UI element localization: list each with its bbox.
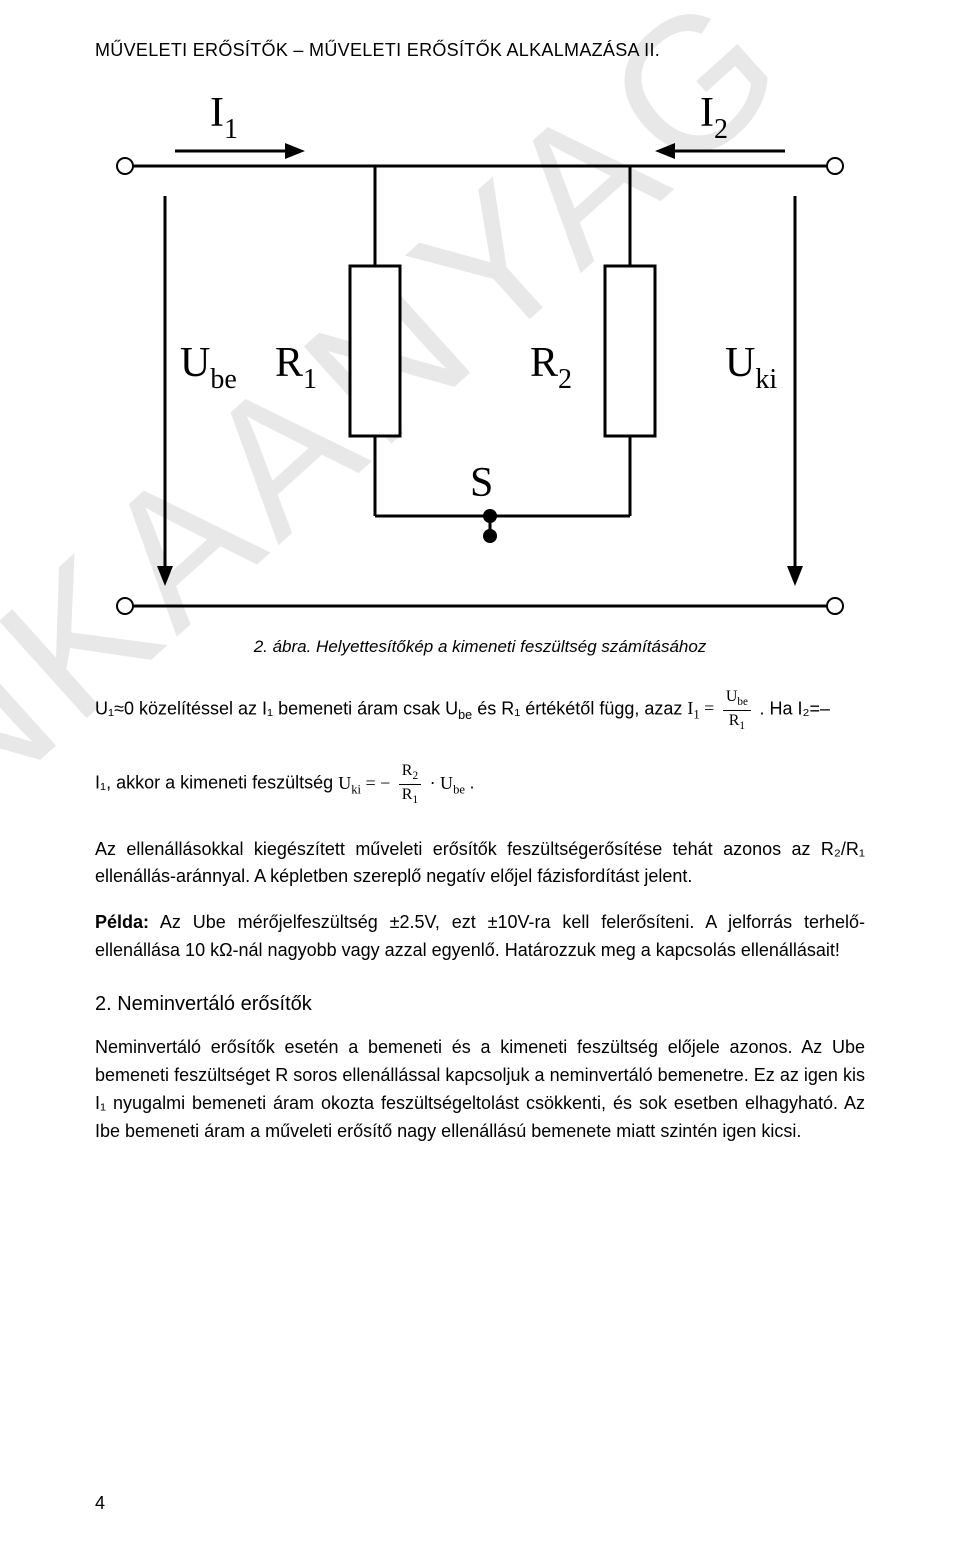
paragraph-4: Neminvertáló erősítők esetén a bemeneti … (95, 1034, 865, 1146)
circuit-figure: I1 I2 Ube R1 R2 Uki S (95, 71, 865, 631)
paragraph-eq2: I₁, akkor a kimeneti feszültség Uki = − … (95, 761, 865, 807)
label-I2: I2 (700, 90, 728, 145)
label-S: S (470, 460, 493, 506)
label-Ube: Ube (180, 340, 237, 395)
example-paragraph: Példa: Az Ube mérőjelfeszültség ±2.5V, e… (95, 909, 865, 965)
label-I1: I1 (210, 90, 238, 145)
page-number: 4 (95, 1493, 105, 1514)
label-R2: R2 (530, 340, 572, 395)
figure-caption: 2. ábra. Helyettesítőkép a kimeneti fesz… (95, 637, 865, 657)
section-heading: 2. Neminvertáló erősítők (95, 993, 865, 1016)
label-R1: R1 (275, 340, 317, 395)
page-header: MŰVELETI ERŐSÍTŐK – MŰVELETI ERŐSÍTŐK AL… (95, 40, 865, 61)
label-Uki: Uki (725, 340, 777, 395)
paragraph-3: Az ellenállásokkal kiegészített műveleti… (95, 836, 865, 892)
paragraph-eq1: U₁≈0 közelítéssel az I₁ bemeneti áram cs… (95, 687, 865, 733)
